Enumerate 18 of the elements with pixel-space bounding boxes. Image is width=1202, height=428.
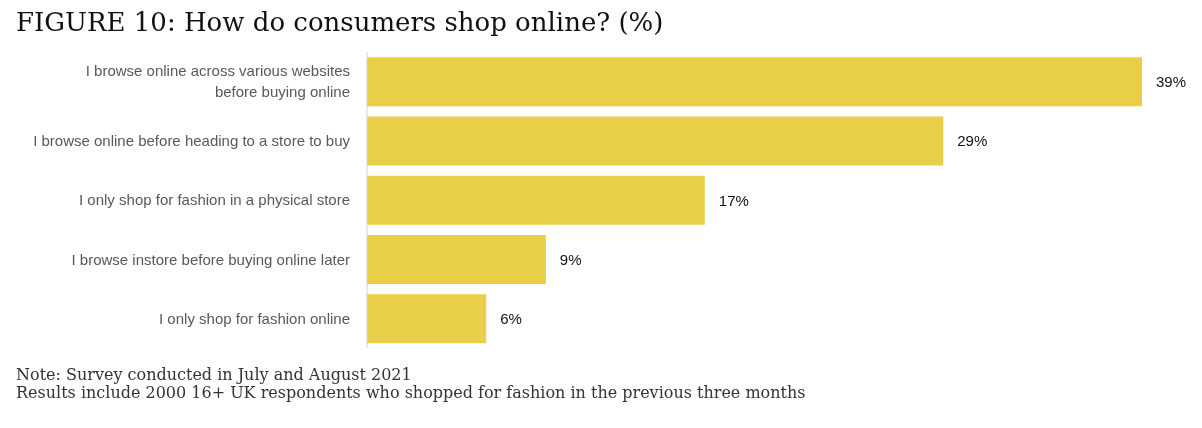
y-tick-label: I only shop for fashion online bbox=[159, 309, 350, 327]
text: Results include 2000 16+ UK respondents who shopped for fashion in the previous three months bbox=[16, 383, 806, 402]
bar bbox=[367, 294, 487, 344]
bar bbox=[367, 116, 944, 166]
y-tick-label: I browse instore before buying online later bbox=[71, 250, 350, 268]
data-label: 29% bbox=[957, 132, 988, 150]
data-label: 39% bbox=[1156, 73, 1187, 91]
data-label: 9% bbox=[559, 250, 582, 268]
data-label: 6% bbox=[500, 309, 522, 327]
y-tick-label: I only shop for fashion in a physical store bbox=[79, 191, 350, 209]
y-tick-label: I browse online across various websites before buying online bbox=[85, 62, 350, 101]
bar bbox=[367, 234, 546, 284]
text: Note: Survey conducted in July and August 2021 bbox=[16, 365, 413, 384]
data-label: 17% bbox=[718, 191, 749, 209]
bar bbox=[367, 175, 705, 225]
bar bbox=[367, 57, 1142, 107]
y-tick-label: I browse online before heading to a store to buy bbox=[33, 132, 351, 150]
chart-title: FIGURE 10: How do consumers shop online? (%) bbox=[16, 6, 664, 38]
